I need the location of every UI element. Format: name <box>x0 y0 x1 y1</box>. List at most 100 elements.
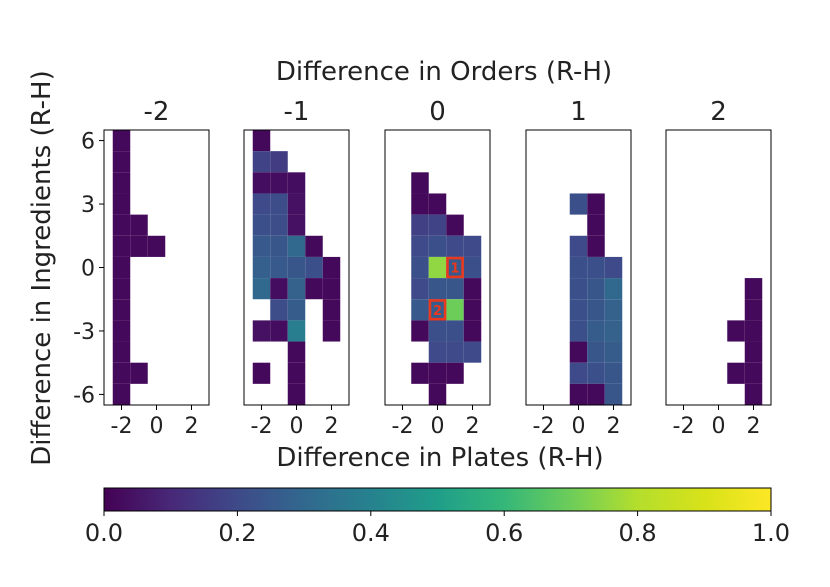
x-tick-label: 0 <box>572 414 586 439</box>
heatmap-cell <box>604 278 623 300</box>
heatmap-cell <box>411 172 429 194</box>
heatmap-cell <box>463 278 482 300</box>
heatmap-cell <box>446 256 464 279</box>
colorbar-tick-label: 0.6 <box>485 519 523 547</box>
heatmap-cell <box>744 299 763 321</box>
heatmap-cell <box>446 299 464 321</box>
heatmap-cell <box>569 235 588 257</box>
heatmap-cell <box>322 299 341 321</box>
heatmap-cell <box>727 320 745 342</box>
panel-title: -2 <box>144 97 170 127</box>
heatmap-cell <box>744 362 763 384</box>
heatmap-cell <box>112 383 131 405</box>
heatmap-cell <box>112 341 131 363</box>
x-tick-label: -2 <box>533 414 555 439</box>
heatmap-cell <box>112 299 131 321</box>
highlight-box <box>428 299 447 321</box>
heatmap-cell <box>287 299 306 321</box>
heatmap-cell <box>287 383 306 405</box>
heatmap-cell <box>147 235 166 257</box>
heatmap-cell <box>130 235 148 257</box>
highlight-box <box>446 256 464 279</box>
heatmap-cell <box>252 320 271 342</box>
heatmap-cell <box>428 256 447 279</box>
heatmap-cell <box>411 256 429 279</box>
heatmap-cell <box>604 320 623 342</box>
heatmap-cell <box>287 172 306 194</box>
panel-title: -1 <box>284 97 310 127</box>
x-tick-label: 0 <box>431 414 445 439</box>
heatmap-cell <box>112 193 131 215</box>
heatmap-cell <box>428 362 447 384</box>
heatmap-cell <box>428 299 447 321</box>
heatmap-cell <box>112 214 131 236</box>
colorbar-tick-label: 0.0 <box>85 519 123 547</box>
heatmap-cell <box>587 299 605 321</box>
heatmap-cell <box>446 341 464 363</box>
heatmap-cell <box>112 278 131 300</box>
heatmap-cell <box>411 320 429 342</box>
heatmap-cell <box>744 278 763 300</box>
x-tick-label: -2 <box>111 414 133 439</box>
heatmap-cell <box>112 235 131 257</box>
y-tick-label: 0 <box>81 257 95 282</box>
heatmap-cell <box>744 341 763 363</box>
x-tick-label: 2 <box>607 414 621 439</box>
heatmap-cell <box>569 299 588 321</box>
x-tick-label: -2 <box>251 414 273 439</box>
heatmap-cell <box>428 193 447 215</box>
highlight-label: 2 <box>433 304 442 319</box>
x-tick-label: 2 <box>325 414 339 439</box>
heatmap-cell <box>744 383 763 405</box>
heatmap-cell <box>604 256 623 279</box>
heatmap-cell <box>411 214 429 236</box>
x-tick-label: -2 <box>392 414 414 439</box>
colorbar-tick-label: 1.0 <box>752 519 790 547</box>
heatmap-cell <box>587 278 605 300</box>
heatmap-cell <box>428 214 447 236</box>
y-axis-label: Difference in Ingredients (R-H) <box>27 70 57 465</box>
x-tick-label: 0 <box>150 414 164 439</box>
heatmap-cell <box>322 320 341 342</box>
heatmap-cell <box>411 235 429 257</box>
heatmap-cell <box>252 235 271 257</box>
heatmap-cell <box>112 362 131 384</box>
heatmap-cell <box>287 193 306 215</box>
heatmap-cell <box>463 235 482 257</box>
heatmap-cell <box>428 235 447 257</box>
heatmap-cell <box>252 214 271 236</box>
heatmap-cell <box>270 214 288 236</box>
heatmap-cell <box>463 341 482 363</box>
heatmap-cell <box>727 362 745 384</box>
panel: 1 -2 0 2 <box>525 97 632 439</box>
heatmap-cell <box>270 151 288 173</box>
x-tick-label: 0 <box>712 414 726 439</box>
heatmap-cell <box>604 341 623 363</box>
heatmap-cell <box>252 172 271 194</box>
heatmap-cell <box>587 341 605 363</box>
heatmap-cell <box>446 278 464 300</box>
heatmap-cell <box>252 151 271 173</box>
heatmap-cell <box>587 383 605 405</box>
highlight-label: 1 <box>450 262 459 277</box>
heatmap-cell <box>270 256 288 279</box>
heatmap-cell <box>270 193 288 215</box>
heatmap-cell <box>287 362 306 384</box>
heatmap-cell <box>252 130 271 152</box>
heatmap-cell <box>604 299 623 321</box>
heatmap-cell <box>587 256 605 279</box>
heatmap-cell <box>305 256 323 279</box>
heatmap-cell <box>287 278 306 300</box>
heatmap-cell <box>287 341 306 363</box>
heatmap-cell <box>411 362 429 384</box>
heatmap-cell <box>130 214 148 236</box>
heatmap-cell <box>428 341 447 363</box>
heatmap-cell <box>569 193 588 215</box>
colorbar-tick-label: 0.8 <box>619 519 657 547</box>
heatmap-cell <box>270 320 288 342</box>
heatmap-cell <box>428 320 447 342</box>
heatmap-cell <box>569 256 588 279</box>
heatmap-cell <box>287 214 306 236</box>
heatmap-cell <box>744 320 763 342</box>
x-tick-label: -2 <box>673 414 695 439</box>
